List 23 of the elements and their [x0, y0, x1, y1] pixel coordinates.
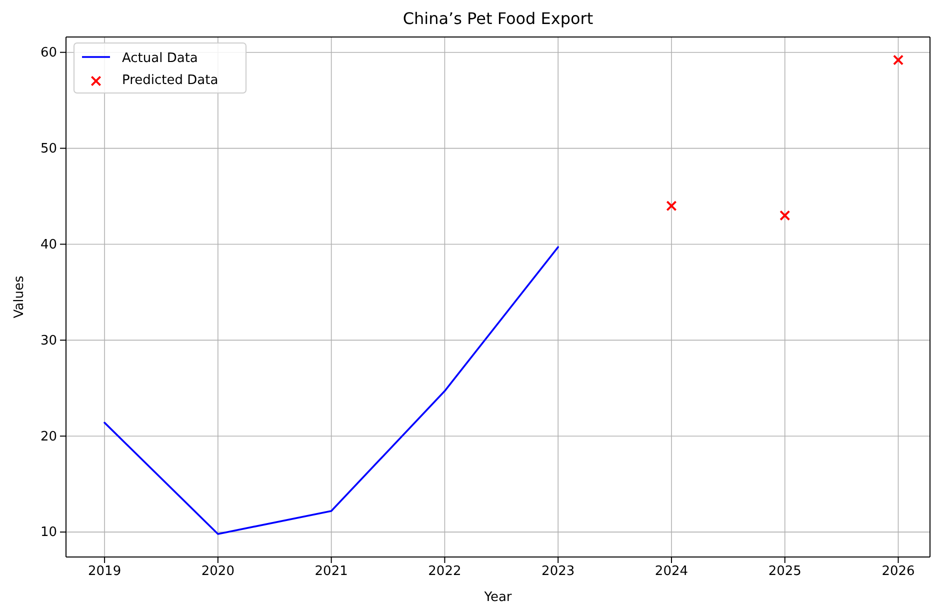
x-tick-label: 2019	[88, 564, 122, 580]
x-tick-label: 2023	[542, 564, 575, 580]
legend-label: Actual Data	[122, 51, 198, 66]
x-tick-label: 2020	[201, 564, 234, 580]
x-tick-label: 2025	[768, 564, 802, 580]
y-tick-label: 30	[40, 333, 57, 348]
x-tick-label: 2026	[882, 564, 915, 580]
point	[892, 54, 904, 66]
chart-title: China’s Pet Food Export	[402, 9, 594, 28]
x-tick-label: 2021	[314, 564, 348, 580]
legend-label: Predicted Data	[122, 73, 218, 88]
y-axis-title: Values	[12, 276, 27, 318]
x-tick-label: 2022	[428, 564, 462, 580]
y-tick-label: 40	[40, 237, 57, 252]
line-series	[104, 246, 559, 535]
x-axis-title: Year	[483, 590, 512, 605]
y-tick-label: 20	[40, 429, 57, 444]
x-tick-label: 2024	[654, 564, 688, 580]
point	[780, 210, 790, 221]
y-tick-label: 10	[40, 525, 57, 540]
y-tick-label: 50	[40, 141, 57, 156]
point	[666, 200, 677, 212]
y-tick-label: 60	[40, 46, 57, 61]
